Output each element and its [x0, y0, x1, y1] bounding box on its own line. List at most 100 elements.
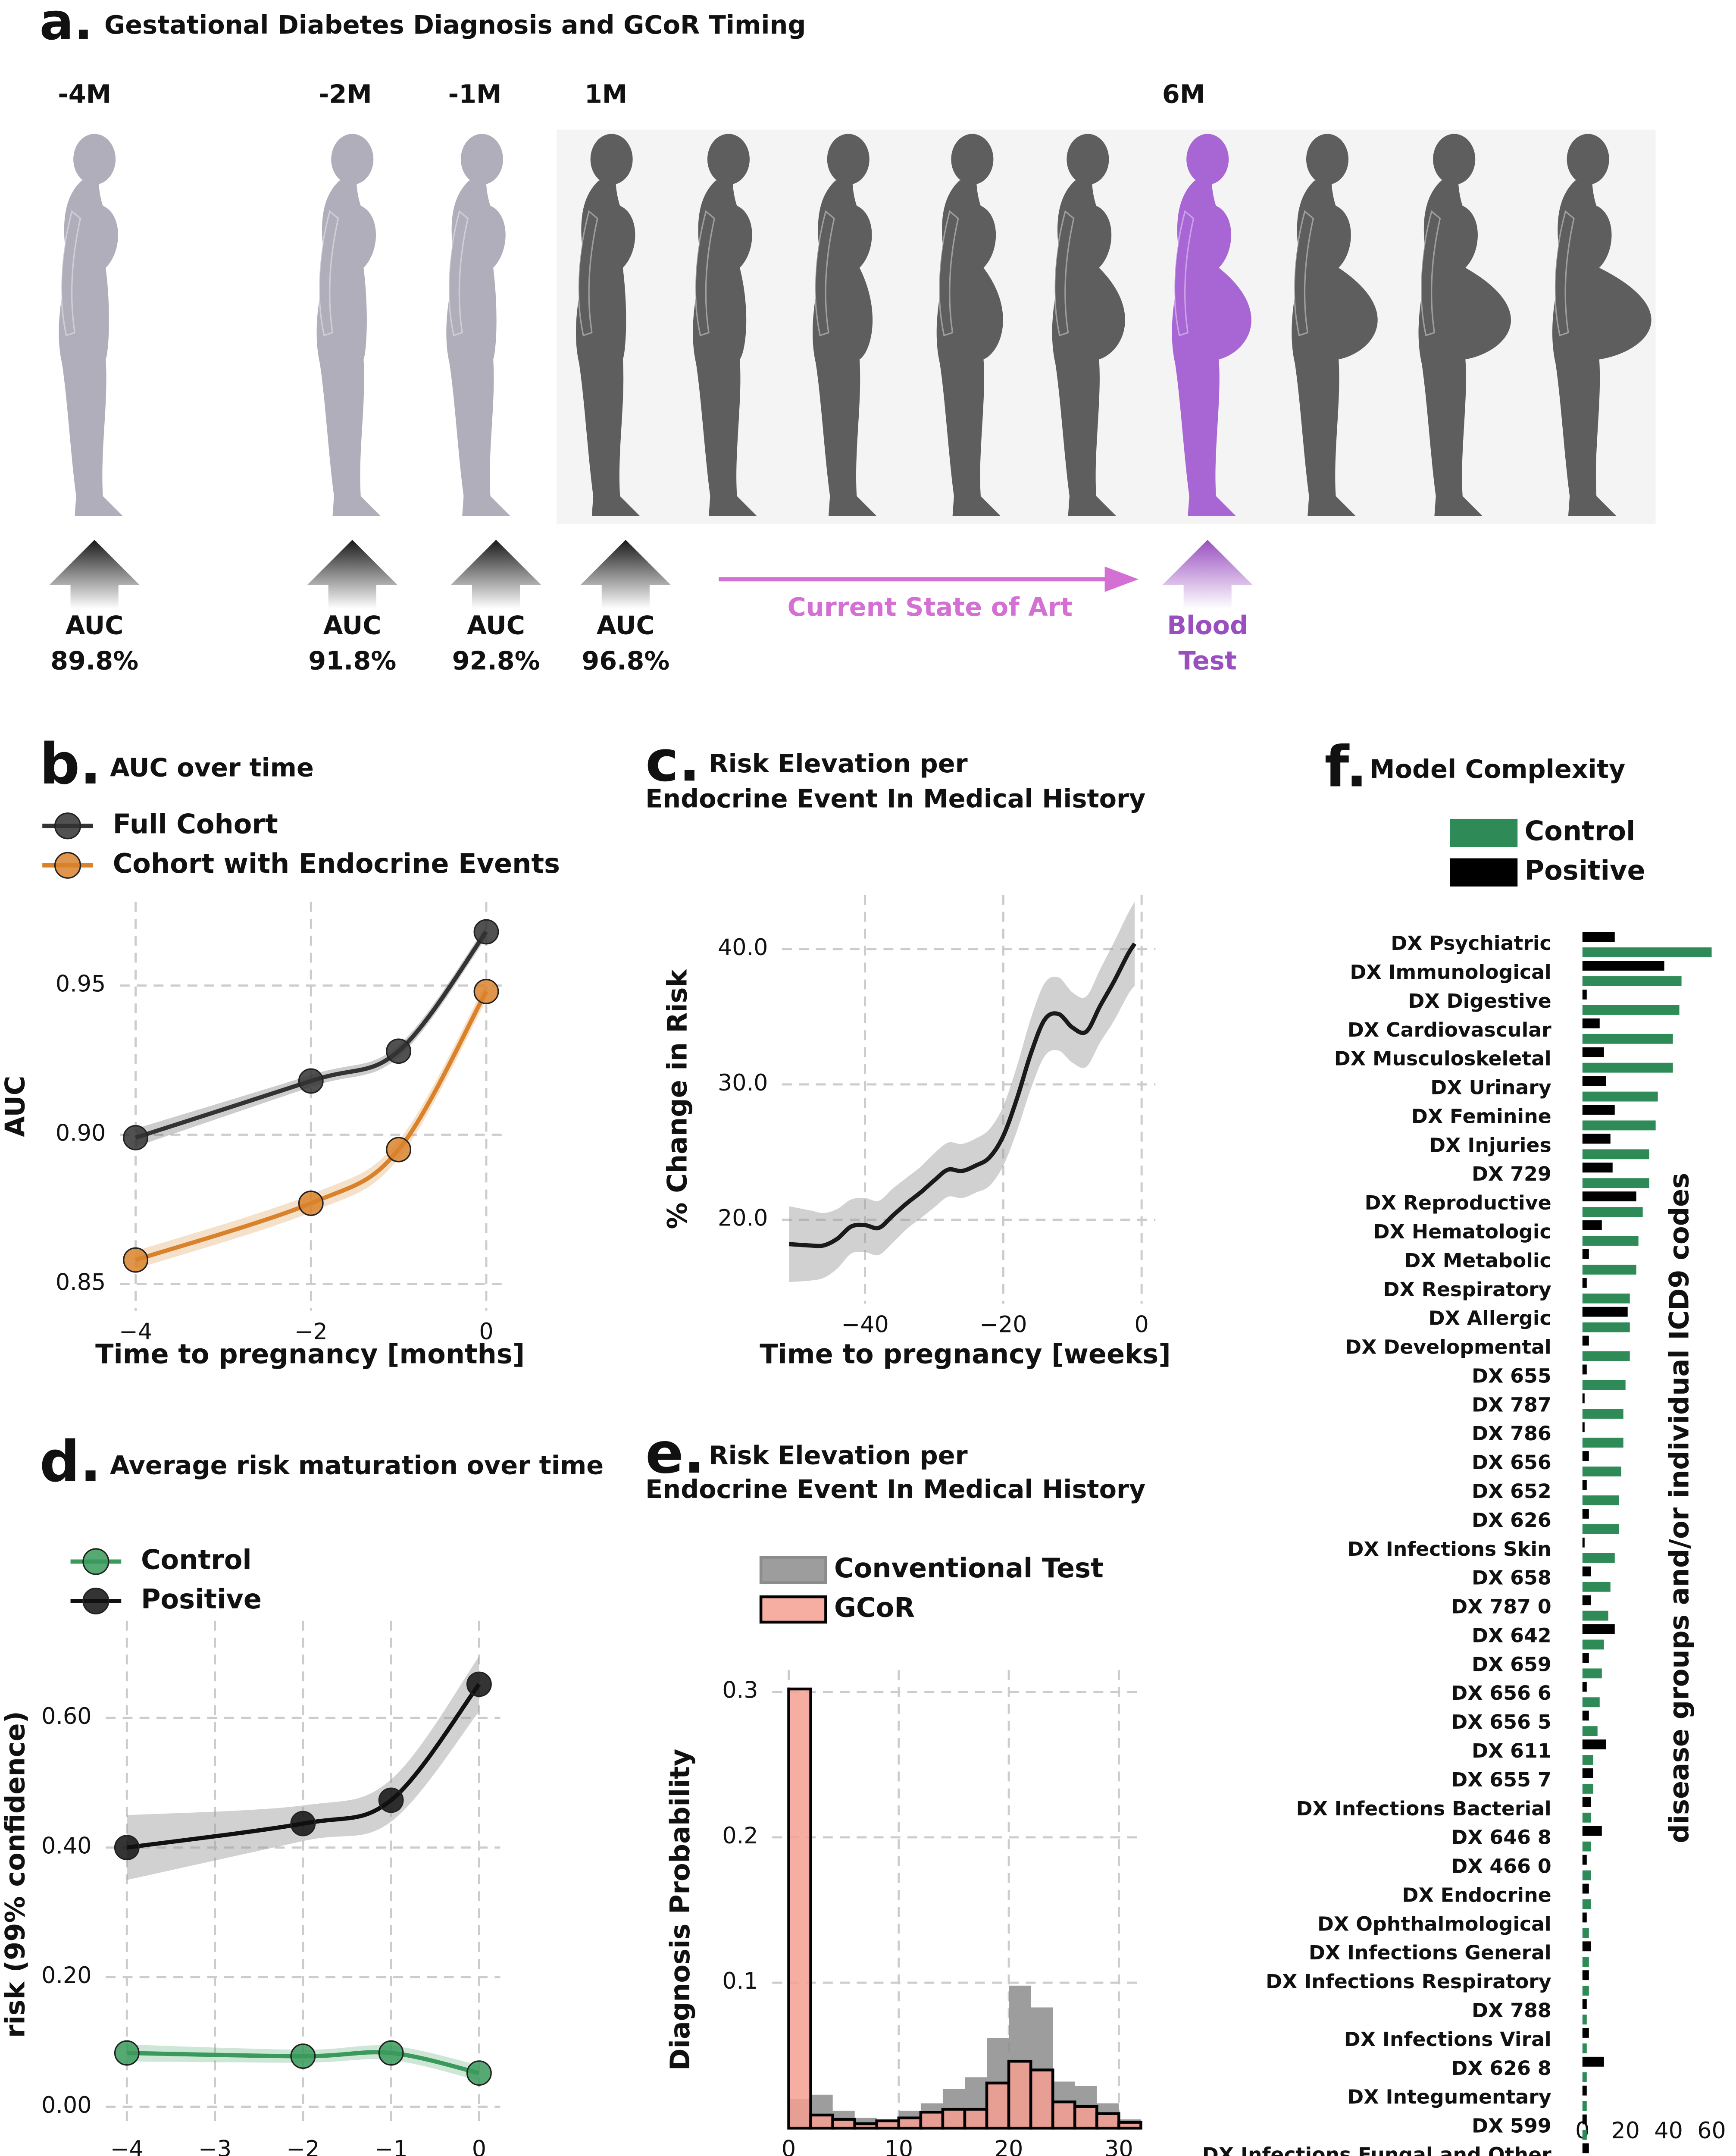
marker	[298, 1191, 324, 1216]
histogram-bar	[787, 1687, 812, 2130]
category-label: DX Infections Fungal and Other	[1202, 2143, 1551, 2156]
legend-label: Control	[141, 1544, 252, 1576]
panel-label: d.	[40, 1429, 101, 1495]
timeline-arrow	[580, 539, 671, 609]
y-tick-label: 0.60	[41, 1703, 91, 1730]
panel-label: b.	[40, 731, 101, 797]
y-tick-label: 0.90	[56, 1120, 106, 1146]
metric-value: 96.8%	[582, 646, 669, 675]
panel-title: Risk Elevation per	[709, 1441, 967, 1470]
state-of-art-arrowhead	[1104, 566, 1139, 592]
bar	[1582, 1653, 1589, 1663]
histogram-bar	[853, 2122, 879, 2130]
bar	[1582, 1220, 1602, 1230]
marker	[114, 2040, 140, 2066]
category-label: DX Reproductive	[1365, 1191, 1551, 1214]
silhouette-head	[1067, 134, 1109, 185]
category-label: DX Infections Bacterial	[1296, 1797, 1551, 1820]
category-label: DX 656	[1472, 1451, 1551, 1474]
bar	[1582, 1351, 1630, 1361]
bar	[1582, 976, 1682, 986]
y-axis-label: Diagnosis Probability	[664, 1749, 696, 2071]
histogram-bar	[1051, 2100, 1076, 2130]
silhouette-arm	[448, 210, 469, 337]
bar	[1582, 2130, 1587, 2140]
category-label: DX Ophthalmological	[1317, 1912, 1551, 1935]
bar	[1582, 2101, 1587, 2111]
y-tick-label: 0.00	[41, 2092, 91, 2118]
bar	[1582, 1178, 1649, 1188]
histogram-bar	[963, 2108, 988, 2130]
silhouette-head	[1306, 134, 1349, 185]
bar	[1582, 1883, 1589, 1894]
histogram-bar	[985, 2081, 1010, 2130]
y-tick-label: 0.40	[41, 1833, 91, 1859]
bar	[1582, 1624, 1615, 1634]
silhouette-arm	[814, 210, 835, 337]
silhouette-arm	[60, 210, 81, 337]
bar	[1582, 1524, 1619, 1534]
bar	[1582, 1682, 1587, 1692]
silhouette	[446, 134, 510, 516]
confidence-band	[127, 1656, 479, 1880]
x-tick-label: 0	[479, 1319, 493, 1345]
bar	[1582, 2015, 1587, 2024]
panel-title: AUC over time	[110, 753, 314, 783]
x-tick-label: −2	[294, 1319, 328, 1345]
bar	[1582, 932, 1615, 942]
bar	[1582, 1149, 1649, 1159]
silhouette	[1052, 134, 1125, 516]
bar	[1582, 1783, 1593, 1794]
bar	[1582, 947, 1712, 958]
x-tick-label: 0	[782, 2136, 796, 2156]
bar	[1582, 2085, 1587, 2096]
x-axis-label: Time to pregnancy [months]	[95, 1338, 525, 1369]
legend-label: Positive	[1525, 855, 1645, 886]
legend-swatch	[759, 1595, 827, 1624]
legend-swatch	[54, 852, 81, 879]
category-label: DX 655 7	[1451, 1768, 1551, 1791]
panel-label: c.	[645, 728, 700, 794]
marker	[473, 978, 499, 1004]
category-label: DX Urinary	[1430, 1076, 1551, 1099]
line	[135, 990, 488, 1262]
silhouette-body	[576, 180, 640, 516]
silhouette-body	[1292, 180, 1378, 516]
line	[126, 1683, 481, 1850]
category-label: DX Infections Skin	[1348, 1538, 1551, 1561]
category-label: DX Infections General	[1309, 1941, 1551, 1964]
legend-swatch	[82, 1548, 109, 1575]
x-tick-label: −2	[286, 2136, 319, 2156]
time-label: -1M	[448, 79, 502, 109]
y-tick-label: 0.85	[56, 1269, 106, 1295]
silhouette-head	[331, 134, 374, 185]
silhouette-body	[813, 180, 877, 516]
category-label: DX 611	[1472, 1739, 1551, 1762]
x-tick-label: −40	[841, 1312, 888, 1338]
bar	[1582, 1711, 1589, 1721]
legend-label: Positive	[141, 1583, 262, 1615]
category-label: DX 656 5	[1451, 1711, 1551, 1733]
bar	[1582, 1467, 1621, 1477]
bar	[1582, 1422, 1585, 1432]
bar	[1582, 2072, 1587, 2082]
silhouette	[813, 134, 877, 516]
bar	[1582, 1047, 1604, 1057]
legend-swatch	[82, 1587, 109, 1615]
marker	[123, 1125, 148, 1150]
bar	[1582, 1639, 1604, 1650]
x-tick-label: 40	[1654, 2118, 1683, 2144]
time-label: -4M	[58, 79, 111, 109]
bar	[1582, 989, 1587, 1000]
panel-title: Risk Elevation per	[709, 749, 967, 778]
legend-swatch	[759, 1556, 827, 1584]
silhouette	[316, 134, 381, 516]
histogram-bar	[1095, 2112, 1120, 2130]
marker	[466, 1671, 492, 1697]
histogram-bar	[919, 2110, 945, 2130]
bar	[1582, 1797, 1591, 1807]
bar	[1582, 1364, 1587, 1375]
x-tick-label: 10	[885, 2136, 913, 2156]
